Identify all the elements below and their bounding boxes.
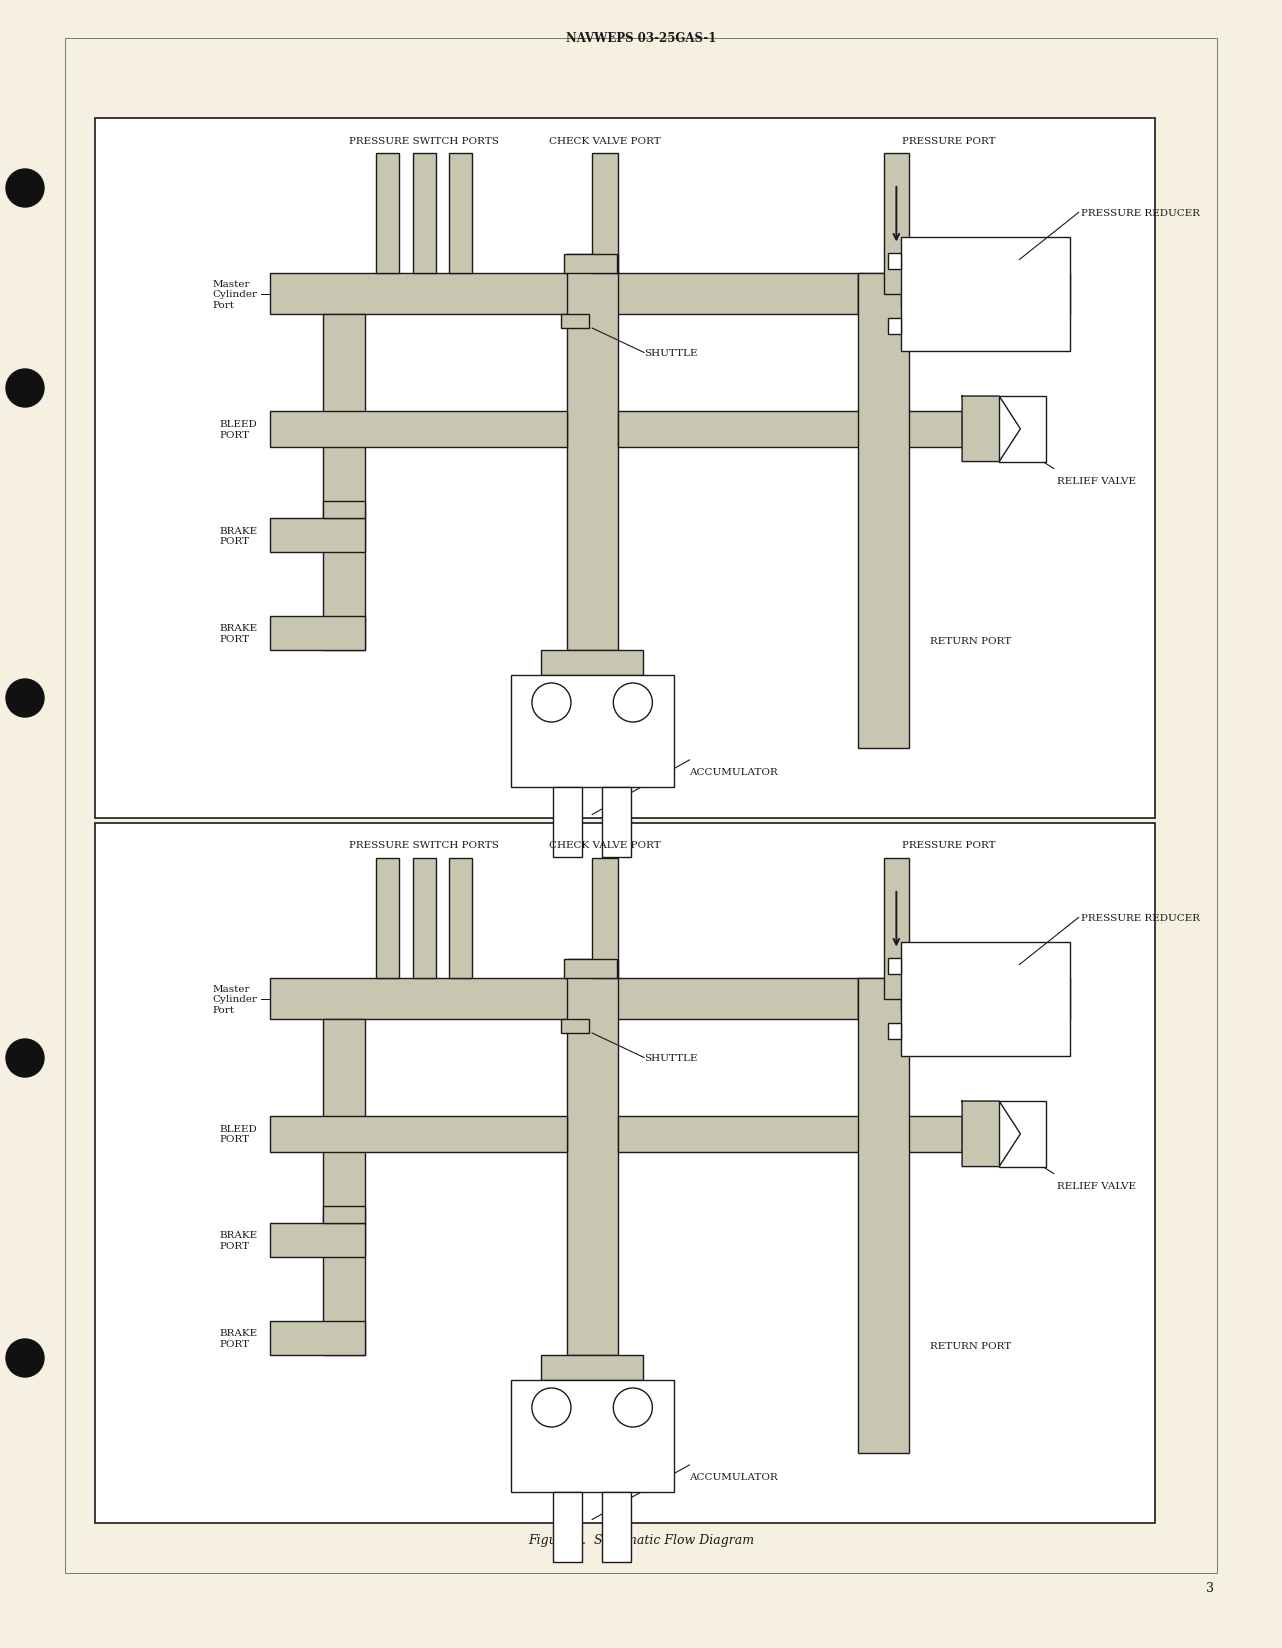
Bar	[603, 788, 631, 857]
Bar	[323, 1206, 365, 1224]
Bar	[592, 859, 618, 979]
Text: RETURN PORT: RETURN PORT	[931, 1341, 1011, 1350]
Text: RELIEF VALVE: RELIEF VALVE	[1056, 1182, 1136, 1190]
Text: CHECK VALVE PORT: CHECK VALVE PORT	[549, 840, 660, 850]
Bar	[883, 859, 909, 999]
Bar	[900, 237, 1070, 351]
Bar	[858, 274, 1070, 315]
Bar	[323, 315, 365, 651]
Bar	[271, 979, 858, 1020]
Bar	[592, 153, 618, 274]
Circle shape	[613, 684, 653, 722]
Text: 3: 3	[1206, 1582, 1214, 1595]
Text: RETURN PORT: RETURN PORT	[931, 636, 1011, 646]
Bar	[567, 959, 618, 1355]
Text: BLEED
PORT: BLEED PORT	[219, 1124, 258, 1144]
Bar	[858, 274, 909, 748]
Bar	[413, 859, 436, 979]
Bar	[541, 651, 644, 676]
Bar	[271, 1224, 365, 1257]
Bar	[888, 318, 900, 335]
Bar	[510, 676, 673, 788]
Bar	[323, 1020, 365, 1355]
Bar	[888, 959, 900, 974]
Bar	[858, 979, 909, 1454]
Bar	[618, 1116, 962, 1152]
Text: SHUTTLE: SHUTTLE	[644, 1053, 697, 1063]
Bar	[900, 943, 1070, 1056]
Bar	[900, 986, 909, 1014]
Text: BRAKE
PORT: BRAKE PORT	[219, 625, 258, 643]
Bar	[553, 1491, 582, 1562]
Bar	[858, 979, 1070, 1020]
Bar	[271, 1116, 567, 1152]
Bar	[376, 153, 399, 274]
Circle shape	[6, 679, 44, 717]
Bar	[376, 859, 399, 979]
Bar	[323, 501, 365, 519]
Bar	[883, 153, 909, 295]
Circle shape	[532, 1388, 570, 1427]
Bar	[449, 153, 472, 274]
Text: PRESSURE PORT: PRESSURE PORT	[901, 137, 995, 145]
Text: BLEED
PORT: BLEED PORT	[219, 420, 258, 440]
Bar	[999, 1101, 1046, 1167]
Bar	[271, 616, 365, 651]
Bar	[271, 412, 567, 448]
Text: NAVWEPS 03-25GAS-1: NAVWEPS 03-25GAS-1	[565, 33, 717, 46]
Bar	[618, 412, 962, 448]
Bar	[564, 255, 617, 274]
Polygon shape	[962, 397, 1020, 463]
Text: Figure 1.  Schematic Flow Diagram: Figure 1. Schematic Flow Diagram	[528, 1534, 754, 1546]
Bar	[553, 788, 582, 857]
Bar	[271, 1322, 365, 1355]
Circle shape	[532, 684, 570, 722]
Bar	[413, 153, 436, 274]
Text: BRAKE
PORT: BRAKE PORT	[219, 1328, 258, 1348]
Bar	[510, 1379, 673, 1491]
Bar	[603, 1491, 631, 1562]
Text: BRAKE
PORT: BRAKE PORT	[219, 526, 258, 545]
Text: Master
Cylinder
Port: Master Cylinder Port	[213, 280, 258, 310]
Bar	[541, 1355, 644, 1379]
Bar	[562, 315, 588, 330]
Circle shape	[6, 170, 44, 208]
Text: PRESSURE SWITCH PORTS: PRESSURE SWITCH PORTS	[349, 840, 499, 850]
Bar	[999, 397, 1046, 463]
Text: SHUTTLE: SHUTTLE	[644, 349, 697, 358]
Text: PRESSURE REDUCER: PRESSURE REDUCER	[1081, 913, 1200, 923]
Bar	[888, 254, 900, 270]
Text: PRESSURE PORT: PRESSURE PORT	[901, 840, 995, 850]
Polygon shape	[962, 1101, 1020, 1167]
Bar	[562, 1020, 588, 1033]
Bar	[449, 859, 472, 979]
Bar	[271, 274, 858, 315]
Text: Master
Cylinder
Port: Master Cylinder Port	[213, 984, 258, 1014]
Bar	[95, 824, 1155, 1523]
Circle shape	[6, 1040, 44, 1078]
Text: BRAKE
PORT: BRAKE PORT	[219, 1231, 258, 1251]
Circle shape	[613, 1388, 653, 1427]
Bar	[900, 280, 909, 308]
Text: PRESSURE SWITCH PORTS: PRESSURE SWITCH PORTS	[349, 137, 499, 145]
Bar	[564, 959, 617, 979]
Bar	[888, 1023, 900, 1040]
Circle shape	[6, 369, 44, 407]
Text: PRESSURE REDUCER: PRESSURE REDUCER	[1081, 209, 1200, 218]
Bar	[271, 519, 365, 552]
Bar	[95, 119, 1155, 819]
Bar	[567, 255, 618, 651]
Bar	[65, 40, 1217, 1574]
Text: CHECK VALVE PORT: CHECK VALVE PORT	[549, 137, 660, 145]
Text: ACCUMULATOR: ACCUMULATOR	[690, 1472, 778, 1482]
Text: ACCUMULATOR: ACCUMULATOR	[690, 768, 778, 776]
Text: RELIEF VALVE: RELIEF VALVE	[1056, 476, 1136, 485]
Circle shape	[6, 1340, 44, 1378]
